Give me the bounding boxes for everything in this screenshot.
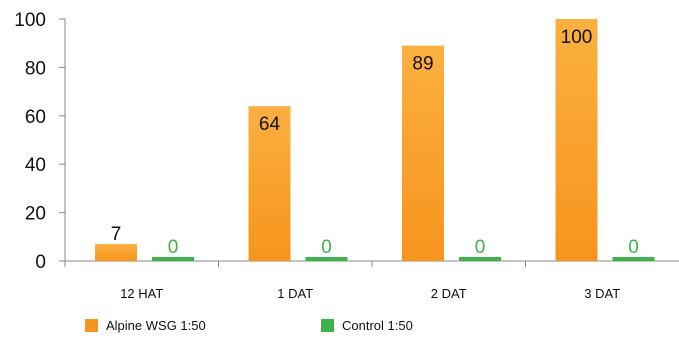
data-label: 7 [111,224,122,245]
bar-control [152,257,194,261]
data-label: 89 [412,54,433,75]
y-tick-label: 80 [25,58,46,79]
legend: Alpine WSG 1:50 Control 1:50 [0,318,679,340]
data-label: 0 [475,237,486,258]
y-tick-label: 60 [25,107,46,128]
y-axis: 0 20 40 60 80 100 [14,10,66,273]
y-tick-label: 40 [25,155,46,176]
bar-control [612,257,655,261]
legend-swatch-control [321,319,334,332]
legend-item-control: Control 1:50 [321,318,413,333]
data-label: 0 [628,237,639,258]
x-tick-label: 3 DAT [584,286,620,301]
bar-alpine [555,19,598,261]
x-tick-label: 2 DAT [431,286,467,301]
bars [95,19,655,262]
bar-alpine [248,106,291,262]
y-tick-label: 100 [14,10,46,31]
bar-alpine [402,45,444,262]
legend-item-alpine: Alpine WSG 1:50 [85,318,206,333]
x-axis: 12 HAT 1 DAT 2 DAT 3 DAT [64,260,679,301]
bar-control [305,257,348,261]
bar-alpine [95,244,137,261]
legend-label-control: Control 1:50 [342,318,413,333]
y-tick-label: 0 [35,252,46,273]
data-label: 0 [168,237,179,258]
legend-label-alpine: Alpine WSG 1:50 [106,318,206,333]
data-label: 64 [259,114,281,135]
data-labels: 7 64 89 100 0 0 0 0 [111,27,639,258]
legend-swatch-alpine [85,319,98,332]
x-tick-label: 1 DAT [277,286,313,301]
y-tick-label: 20 [25,204,46,225]
data-label: 100 [561,27,593,48]
x-tick-label: 12 HAT [120,286,163,301]
data-label: 0 [321,237,332,258]
bar-control [459,257,501,261]
